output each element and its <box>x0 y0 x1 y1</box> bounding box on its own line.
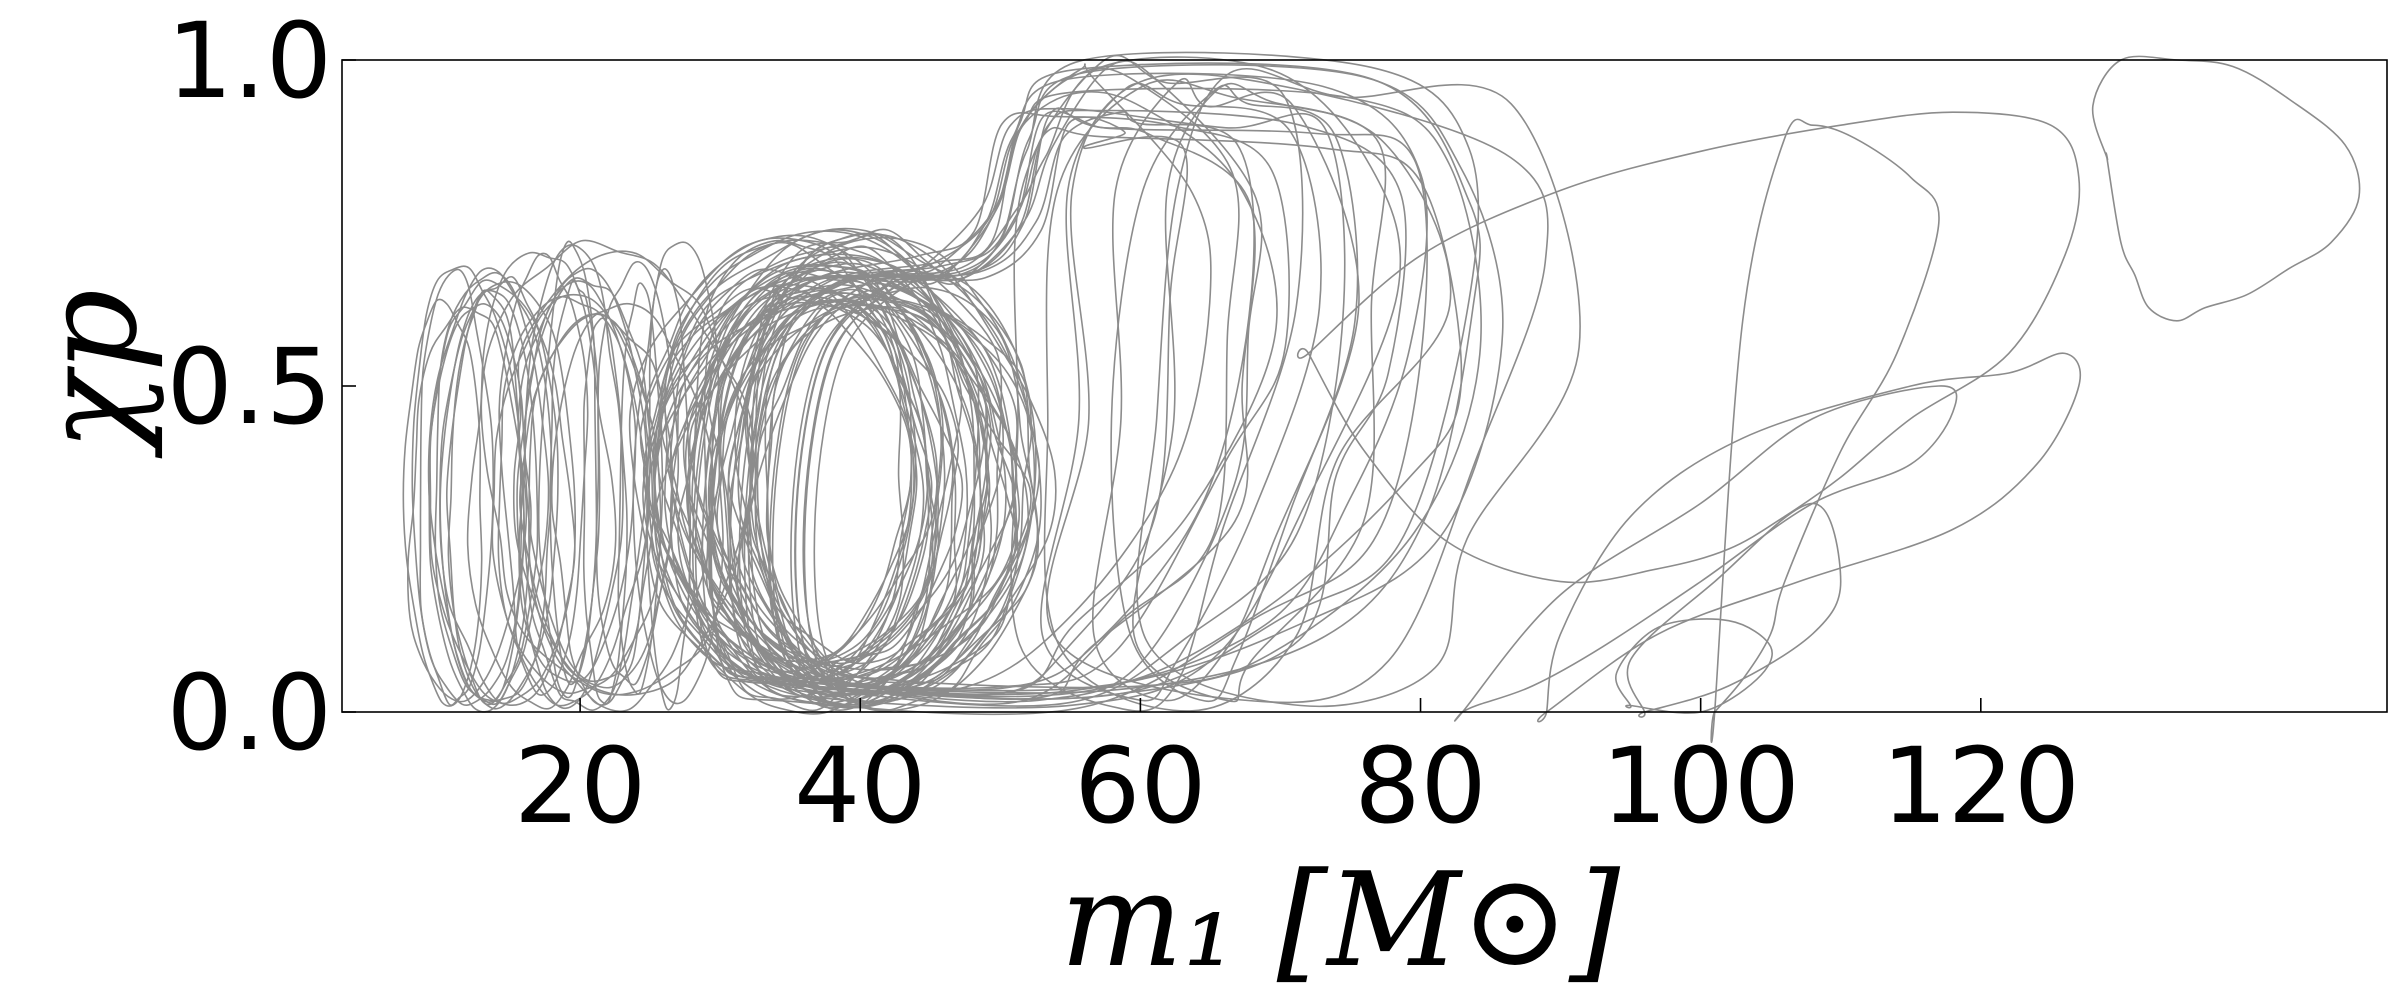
contour-line-6 <box>407 306 528 703</box>
contour-line-109 <box>1132 82 1387 703</box>
x-tick-label: 100 <box>1601 725 1800 847</box>
x-tick-label: 120 <box>1882 725 2081 847</box>
contour-line-20 <box>524 277 656 683</box>
contour-line-93 <box>768 90 1278 695</box>
contour-line-43 <box>663 230 987 669</box>
x-tick-label: 80 <box>1354 725 1486 847</box>
x-tick-label: 20 <box>514 725 646 847</box>
contour-line-72 <box>647 301 960 681</box>
contour-line-14 <box>595 260 680 686</box>
contour-line-118 <box>1296 111 2081 584</box>
y-tick-label: 0.5 <box>167 326 332 448</box>
contour-line-24 <box>537 240 598 699</box>
contour-line-95 <box>701 64 1504 692</box>
contour-line-29 <box>550 312 651 706</box>
contour-line-102 <box>813 110 1256 700</box>
contour-line-87 <box>747 111 1255 691</box>
contour-line-117 <box>1710 118 1940 743</box>
contour-line-21 <box>582 317 628 705</box>
contour-line-22 <box>518 243 624 710</box>
contour-line-107 <box>1040 82 1322 702</box>
contour-line-71 <box>727 275 980 686</box>
contour-line-10 <box>419 268 495 706</box>
contour-line-98 <box>692 63 1212 695</box>
contour-line-30 <box>516 280 637 683</box>
contour-line-7 <box>429 279 576 707</box>
contour-line-5 <box>411 265 523 707</box>
y-tick-label: 0.0 <box>167 652 332 774</box>
contour-line-103 <box>794 116 1189 697</box>
contour-line-3 <box>445 275 559 710</box>
contour-lines <box>402 51 2361 743</box>
contour-line-83 <box>765 271 1007 680</box>
x-axis-label: m₁ [M⊙] <box>1060 844 1620 996</box>
contour-line-67 <box>653 285 933 678</box>
contour-line-84 <box>741 286 1040 712</box>
x-tick-label: 40 <box>794 725 926 847</box>
contour-line-119 <box>2091 55 2361 322</box>
contour-line-114 <box>1536 352 2082 723</box>
contour-line-112 <box>1043 79 1452 712</box>
contour-line-65 <box>729 303 1019 694</box>
contour-line-27 <box>528 302 714 712</box>
contour-line-73 <box>693 276 1018 681</box>
contour-line-26 <box>617 282 664 695</box>
y-tick-label: 1.0 <box>167 0 332 122</box>
contour-line-100 <box>738 51 1480 700</box>
contour-line-96 <box>771 109 1407 700</box>
contour-line-74 <box>687 295 929 680</box>
contour-line-80 <box>669 300 1030 705</box>
contour-line-108 <box>1136 67 1581 708</box>
contour-line-113 <box>1453 385 1958 722</box>
contour-line-99 <box>790 107 1346 707</box>
contour-line-110 <box>1010 54 1304 712</box>
contour-line-31 <box>480 239 754 696</box>
contour-line-115 <box>1626 502 1842 718</box>
contour-line-35 <box>639 287 913 681</box>
contour-line-106 <box>1045 73 1549 704</box>
contour-line-101 <box>743 56 1402 709</box>
axis-ticks: 20 40 60 80 100 120 0.0 0.5 1.0 <box>167 0 2080 847</box>
x-tick-label: 60 <box>1074 725 1206 847</box>
contour-line-23 <box>519 313 674 689</box>
contour-line-97 <box>709 126 1463 698</box>
contour-line-18 <box>512 250 757 696</box>
contour-line-60 <box>644 237 982 694</box>
contour-line-25 <box>549 279 601 686</box>
contour-line-66 <box>711 298 1017 690</box>
y-axis-label: χp <box>14 289 166 459</box>
